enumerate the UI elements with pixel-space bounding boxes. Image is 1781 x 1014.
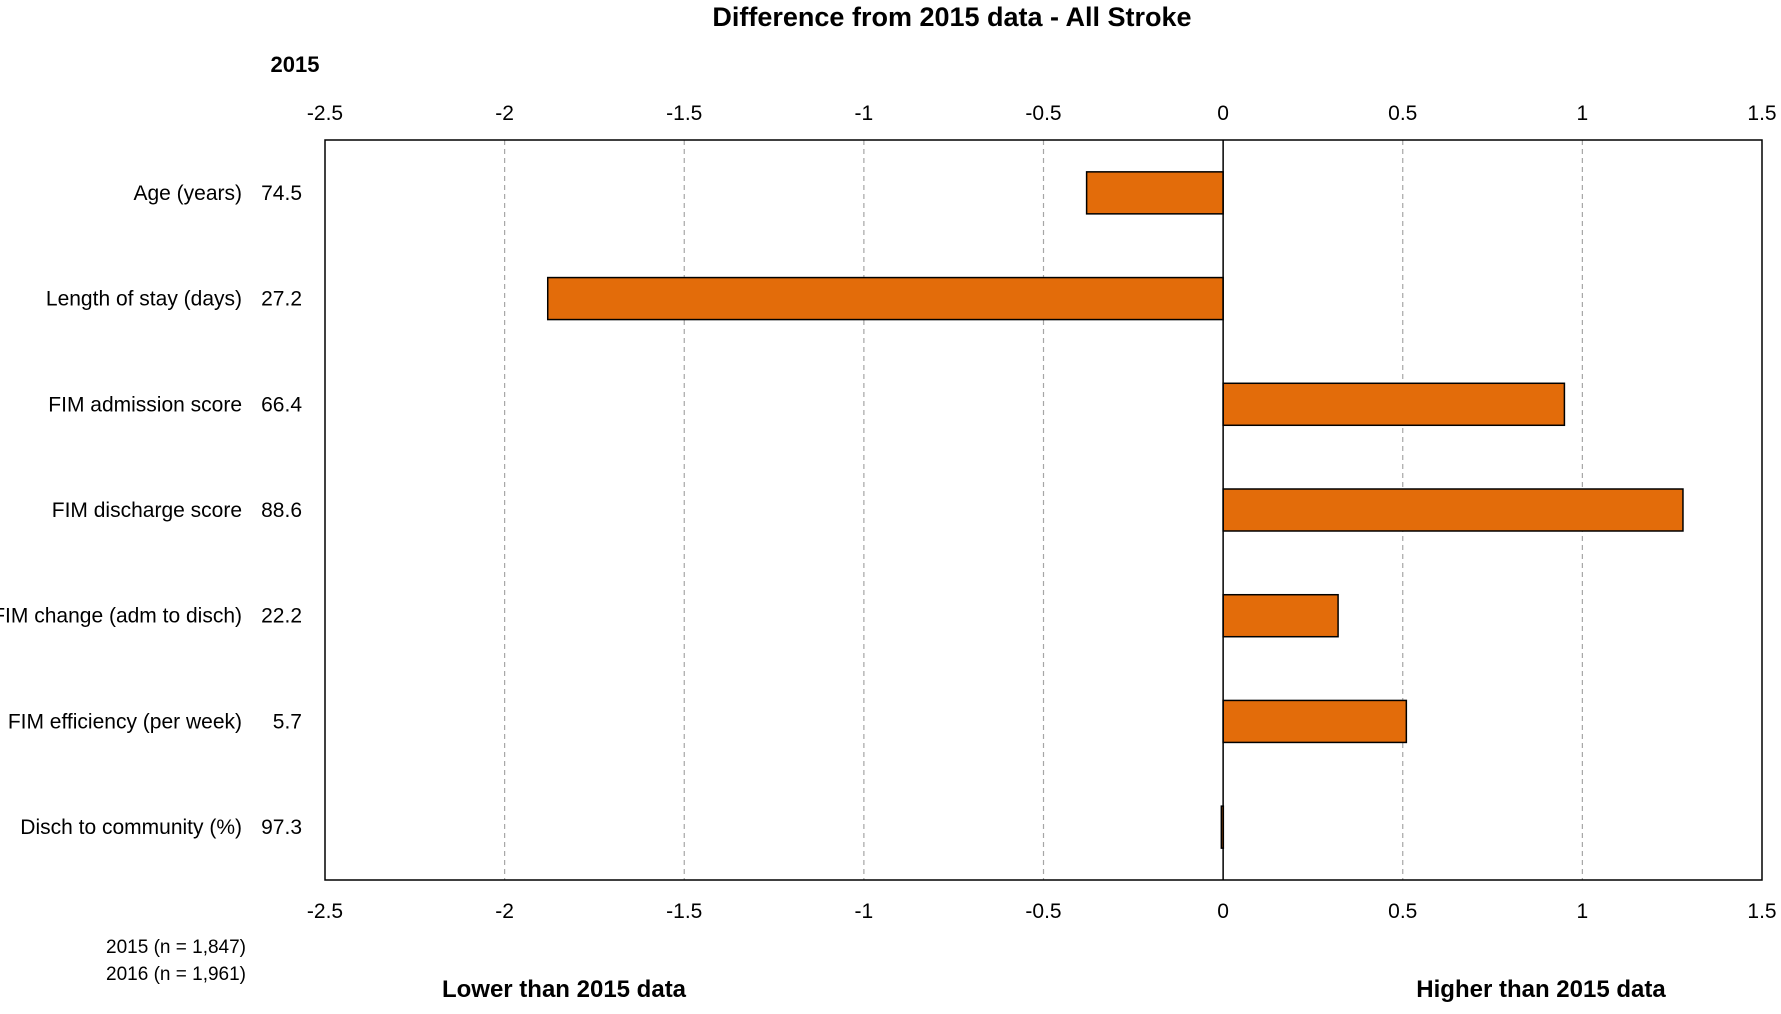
baseline-year-heading: 2015 xyxy=(271,52,320,77)
top-tick-label: -1 xyxy=(855,102,874,125)
baseline-value: 5.7 xyxy=(273,710,302,733)
top-tick-label: 1.5 xyxy=(1747,102,1776,125)
bottom-tick-label: -0.5 xyxy=(1025,900,1061,923)
baseline-value: 74.5 xyxy=(261,182,302,205)
bottom-tick-label: 0.5 xyxy=(1388,900,1417,923)
bar-1 xyxy=(546,276,1224,321)
bottom-tick-label: -2 xyxy=(495,900,514,923)
bar-layer xyxy=(546,171,1684,849)
category-label: FIM efficiency (per week) xyxy=(8,710,242,733)
axis-layer xyxy=(324,139,1763,881)
top-tick-label: -0.5 xyxy=(1025,102,1061,125)
sample-note: 2016 (n = 1,961) xyxy=(106,964,246,985)
bar-2 xyxy=(1222,382,1566,427)
category-label: Age (years) xyxy=(133,182,242,205)
bottom-tick-label: -1.5 xyxy=(666,900,702,923)
tick-label-layer: -2.5 -2.5 -2 -2 -1.5 -1.5 -1 -1 -0.5 -0.5 0 0 0.5 0.5… xyxy=(307,102,1777,923)
category-label: FIM admission score xyxy=(48,393,242,416)
top-tick-label: -2.5 xyxy=(307,102,343,125)
category-label: FIM discharge score xyxy=(52,499,242,522)
footer-lower-label: Lower than 2015 data xyxy=(442,976,687,1003)
top-tick-label: 0.5 xyxy=(1388,102,1417,125)
plot-frame xyxy=(324,139,1763,881)
sample-note: 2015 (n = 1,847) xyxy=(106,937,246,958)
bottom-tick-label: -2.5 xyxy=(307,900,343,923)
category-label: FIM change (adm to disch) xyxy=(0,605,242,628)
top-tick-label: -1.5 xyxy=(666,102,702,125)
top-tick-label: 0 xyxy=(1217,102,1229,125)
category-label: Length of stay (days) xyxy=(46,288,242,311)
bar-5 xyxy=(1222,699,1408,744)
top-tick-label: -2 xyxy=(495,102,514,125)
chart-title: Difference from 2015 data - All Stroke xyxy=(712,2,1191,32)
footer-higher-label: Higher than 2015 data xyxy=(1416,976,1666,1003)
bar-4 xyxy=(1222,593,1339,638)
top-tick-label: 1 xyxy=(1577,102,1589,125)
category-label: Disch to community (%) xyxy=(20,816,242,839)
baseline-value: 22.2 xyxy=(261,605,302,628)
category-label-layer: Age (years) 74.5 Length of stay (days) 27.2… xyxy=(0,182,302,839)
baseline-value: 27.2 xyxy=(261,288,302,311)
baseline-value: 97.3 xyxy=(261,816,302,839)
baseline-value: 88.6 xyxy=(261,499,302,522)
baseline-value: 66.4 xyxy=(261,393,302,416)
bar-3 xyxy=(1222,488,1684,532)
bar-0 xyxy=(1085,171,1224,215)
bottom-tick-label: 0 xyxy=(1217,900,1229,923)
sample-note-layer: 2015 (n = 1,847) 2016 (n = 1,961) xyxy=(106,937,246,985)
bottom-tick-label: -1 xyxy=(855,900,874,923)
bottom-tick-label: 1 xyxy=(1577,900,1589,923)
bottom-tick-label: 1.5 xyxy=(1747,900,1776,923)
